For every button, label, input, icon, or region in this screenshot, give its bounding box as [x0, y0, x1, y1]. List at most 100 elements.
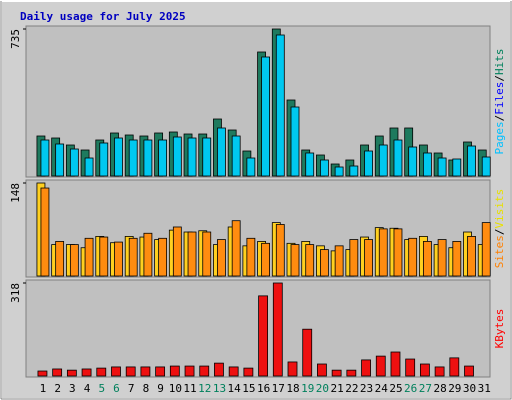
- bar: [231, 220, 241, 277]
- bar: [99, 142, 109, 177]
- y-tick-label: 148: [9, 183, 22, 203]
- panel: [25, 279, 491, 378]
- bar: [128, 139, 138, 177]
- y-tick-label: 318: [9, 283, 22, 303]
- x-tick-label: 26: [404, 382, 417, 395]
- bar: [143, 139, 153, 177]
- bar: [467, 236, 476, 277]
- bar: [81, 368, 92, 377]
- bar: [84, 237, 94, 277]
- bar: [231, 135, 241, 177]
- bar: [378, 144, 388, 177]
- bar: [437, 239, 447, 277]
- x-tick-label: 1: [40, 382, 47, 395]
- bar: [349, 239, 359, 277]
- bar: [452, 241, 462, 277]
- legend-item: Sites: [493, 235, 506, 268]
- legend-item: Files: [493, 82, 506, 115]
- x-tick-label: 4: [84, 382, 91, 395]
- bar: [114, 137, 123, 177]
- legend: Sites/Visits: [493, 189, 506, 269]
- bar: [55, 241, 65, 277]
- bar: [437, 157, 447, 177]
- x-tick-label: 15: [242, 382, 255, 395]
- x-tick-label: 8: [143, 382, 150, 395]
- x-tick-label: 25: [389, 382, 402, 395]
- bar: [243, 367, 254, 377]
- bar: [408, 146, 418, 177]
- bar: [449, 357, 460, 377]
- x-tick-label: 21: [331, 382, 344, 395]
- bar: [317, 363, 327, 377]
- bar: [378, 228, 388, 277]
- legend-item: Visits: [493, 189, 506, 229]
- bar: [40, 187, 50, 277]
- bar: [334, 166, 344, 177]
- bar: [272, 282, 283, 377]
- x-tick-label: 3: [69, 382, 76, 395]
- bar: [199, 365, 210, 377]
- bar: [155, 366, 166, 377]
- bar: [37, 370, 48, 377]
- bar: [393, 228, 403, 277]
- chart-title: Daily usage for July 2025: [20, 10, 186, 23]
- bar: [331, 369, 342, 377]
- x-tick-label: 22: [345, 382, 358, 395]
- x-tick-label: 6: [113, 382, 120, 395]
- bar: [84, 157, 94, 177]
- bar: [69, 148, 79, 177]
- x-tick-label: 14: [228, 382, 242, 395]
- x-tick-label: 30: [463, 382, 476, 395]
- x-tick-label: 2: [54, 382, 61, 395]
- x-tick-label: 28: [433, 382, 446, 395]
- bar: [290, 106, 300, 177]
- bar: [99, 236, 109, 277]
- x-tick-label: 17: [272, 382, 285, 395]
- x-tick-label: 12: [198, 382, 211, 395]
- bar: [96, 367, 107, 377]
- y-tick-label: 735: [9, 29, 22, 49]
- bar: [228, 366, 239, 377]
- x-tick-label: 24: [375, 382, 389, 395]
- bar: [125, 366, 136, 377]
- x-tick-label: 11: [183, 382, 196, 395]
- bar: [275, 224, 285, 277]
- legend-item: KBytes: [493, 309, 506, 349]
- bar: [172, 136, 182, 177]
- bar: [69, 244, 79, 277]
- legend: KBytes: [493, 309, 506, 349]
- x-tick-label: 16: [257, 382, 270, 395]
- x-tick-label: 31: [478, 382, 491, 395]
- bar: [261, 56, 270, 177]
- bar: [434, 366, 445, 377]
- bar: [128, 237, 138, 277]
- bar: [261, 242, 270, 277]
- bar: [364, 150, 373, 177]
- bar: [214, 362, 224, 377]
- bar: [158, 237, 168, 277]
- bar: [390, 351, 401, 377]
- x-tick-label: 13: [213, 382, 226, 395]
- bar: [364, 239, 373, 277]
- bar: [481, 156, 491, 177]
- bar: [246, 157, 256, 177]
- bar: [275, 34, 285, 177]
- legend: Pages/Files/Hits: [493, 49, 506, 155]
- legend-item: /: [493, 115, 506, 122]
- x-tick-label: 10: [169, 382, 182, 395]
- x-tick-label: 18: [286, 382, 299, 395]
- bar: [405, 358, 416, 377]
- bar: [114, 241, 123, 277]
- bar: [467, 145, 476, 177]
- bar: [287, 361, 298, 377]
- bar: [217, 127, 226, 177]
- bar: [184, 365, 195, 377]
- bar: [290, 244, 300, 277]
- x-tick-label: 19: [301, 382, 314, 395]
- bar: [481, 222, 491, 277]
- legend-item: /: [493, 75, 506, 82]
- bar: [375, 355, 386, 377]
- bar: [419, 363, 430, 377]
- bar: [422, 241, 432, 277]
